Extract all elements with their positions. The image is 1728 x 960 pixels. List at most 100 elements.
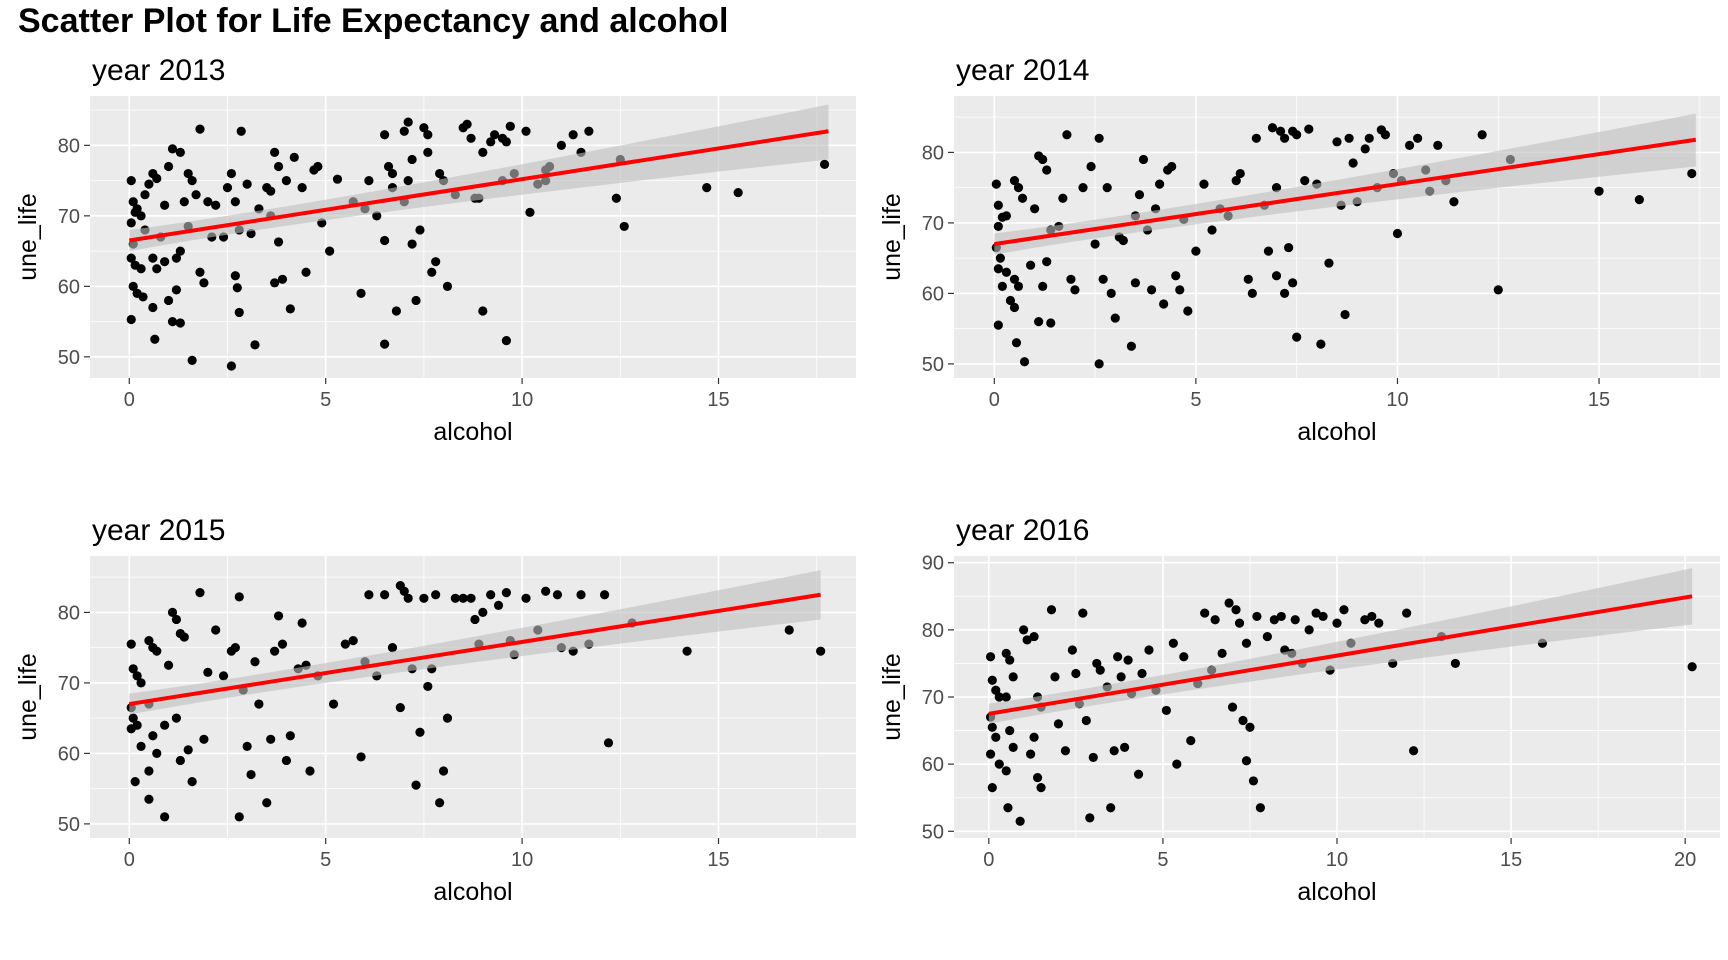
panel-title: year 2016	[956, 514, 1089, 547]
data-point	[126, 314, 136, 325]
data-point	[619, 221, 629, 232]
data-point	[126, 253, 136, 263]
data-point	[1123, 655, 1133, 665]
regression-line	[994, 137, 1697, 247]
data-point	[1191, 246, 1201, 256]
data-point	[132, 204, 142, 214]
data-point	[1179, 652, 1189, 662]
data-point	[987, 675, 997, 685]
data-point	[250, 657, 260, 667]
data-point	[230, 197, 240, 207]
data-point	[1070, 285, 1080, 295]
y-tick-label: 70	[58, 206, 80, 228]
data-point	[994, 759, 1004, 769]
data-point	[297, 183, 307, 193]
data-point	[1120, 742, 1130, 752]
data-point	[458, 593, 468, 603]
data-point	[1003, 803, 1013, 813]
data-point	[175, 246, 185, 256]
data-point	[387, 168, 398, 179]
data-point	[270, 278, 280, 288]
data-point	[501, 336, 511, 346]
data-point	[423, 147, 433, 157]
data-point	[1019, 625, 1029, 635]
data-point	[1687, 662, 1697, 672]
data-point	[1339, 605, 1349, 615]
data-point	[144, 794, 154, 804]
data-point	[136, 264, 146, 274]
y-tick-label: 50	[922, 821, 944, 843]
data-point	[313, 161, 323, 172]
data-point	[230, 271, 240, 281]
data-point	[332, 174, 343, 184]
data-point	[356, 288, 366, 298]
data-point	[1086, 161, 1096, 172]
data-point	[1271, 183, 1282, 193]
data-point	[403, 593, 413, 603]
data-point	[1046, 318, 1056, 328]
data-point	[407, 154, 417, 165]
data-point	[152, 173, 162, 184]
x-tick-label: 5	[320, 389, 331, 411]
y-tick-label: 50	[922, 354, 944, 376]
data-point	[1078, 608, 1088, 618]
data-point	[380, 590, 390, 600]
data-point	[305, 766, 315, 776]
data-point	[1034, 317, 1044, 327]
data-point	[1275, 126, 1286, 136]
data-point	[1015, 816, 1025, 826]
data-point	[242, 741, 252, 751]
x-tick-label: 15	[707, 849, 729, 871]
data-point	[1009, 302, 1020, 313]
data-point	[1235, 168, 1245, 179]
data-point	[1009, 274, 1020, 284]
data-point	[1161, 705, 1171, 716]
data-point	[997, 281, 1007, 291]
data-point	[784, 625, 794, 635]
y-tick-label: 60	[58, 743, 80, 765]
data-point	[993, 264, 1003, 274]
scatter-plot-2015: year 2015 0 5 10 15 50 60 70 80 alcohol une_life	[14, 514, 856, 906]
x-tick-label: 15	[707, 389, 729, 411]
data-point	[1005, 725, 1015, 736]
data-point	[1019, 357, 1030, 367]
data-point	[160, 720, 170, 730]
data-point	[242, 179, 252, 189]
scatter-panel-2015: year 2015 0 5 10 15 50 60 70 80 alcohol une_life	[0, 512, 864, 952]
data-point	[150, 334, 160, 344]
data-point	[383, 161, 394, 172]
data-point	[1009, 176, 1020, 186]
data-point	[128, 664, 138, 674]
data-point	[1634, 195, 1644, 205]
data-point	[1332, 618, 1342, 628]
data-point	[167, 144, 178, 154]
data-point	[1493, 285, 1503, 295]
data-point	[1155, 179, 1165, 189]
data-point	[171, 253, 182, 263]
data-point	[1263, 246, 1274, 256]
data-point	[490, 130, 500, 140]
data-point	[1186, 736, 1196, 746]
data-point	[1311, 608, 1321, 618]
data-point	[152, 646, 162, 656]
data-point	[395, 702, 405, 713]
data-point	[195, 588, 205, 598]
data-point	[1183, 306, 1193, 316]
data-point	[1013, 183, 1024, 193]
data-point	[1687, 168, 1697, 179]
data-point	[1210, 615, 1220, 625]
data-point	[136, 741, 146, 751]
data-point	[187, 355, 197, 365]
data-point	[816, 646, 826, 656]
y-tick-label: 80	[922, 142, 944, 164]
data-point	[1094, 359, 1104, 369]
data-point	[1238, 715, 1248, 726]
data-point	[203, 667, 213, 677]
data-point	[478, 147, 488, 157]
x-tick-label: 0	[983, 849, 994, 871]
data-point	[273, 611, 284, 621]
data-point	[1172, 759, 1182, 769]
data-point	[1038, 154, 1048, 165]
data-point	[270, 646, 280, 656]
panel-title: year 2013	[92, 54, 225, 87]
